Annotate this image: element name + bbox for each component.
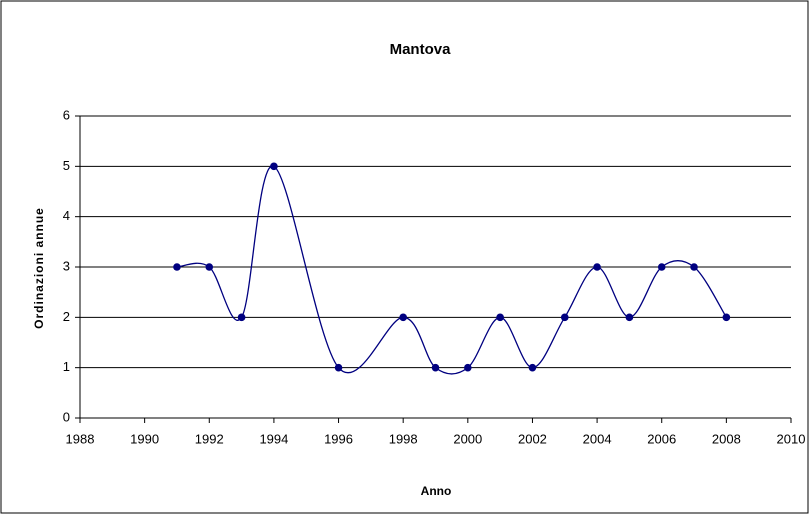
- y-axis-title: Ordinazioni annue: [32, 207, 46, 329]
- point: [722, 313, 731, 322]
- x-axis-title: Anno: [421, 484, 452, 498]
- x-tick-label: 2002: [518, 431, 547, 446]
- point: [270, 162, 278, 171]
- point: [560, 313, 569, 322]
- point: [205, 263, 214, 271]
- chart-title: Mantova: [390, 41, 452, 58]
- y-tick-label: 0: [63, 409, 70, 424]
- x-tick-label: 2008: [712, 431, 741, 446]
- point: [496, 313, 504, 322]
- point: [464, 363, 472, 372]
- point: [334, 363, 343, 372]
- point: [431, 363, 440, 372]
- point: [625, 313, 634, 322]
- point: [528, 363, 537, 372]
- y-tick-label: 1: [63, 359, 70, 374]
- x-tick-label: 1998: [389, 431, 418, 446]
- point: [399, 313, 407, 322]
- point: [593, 263, 601, 271]
- point: [690, 263, 698, 271]
- y-tick-label: 6: [63, 107, 70, 122]
- x-tick-label: 1996: [324, 431, 353, 446]
- x-tick-label: 1992: [195, 431, 224, 446]
- point: [657, 263, 666, 271]
- x-tick-label: 1994: [259, 431, 288, 446]
- y-tick-label: 5: [63, 158, 70, 173]
- x-tick-label: 1988: [66, 431, 95, 446]
- y-tick-label: 4: [63, 208, 70, 223]
- point: [237, 313, 246, 322]
- x-tick-label: 2006: [647, 431, 676, 446]
- x-tick-label: 2000: [453, 431, 482, 446]
- x-tick-label: 2004: [583, 431, 612, 446]
- y-tick-label: 2: [63, 309, 70, 324]
- y-tick-label: 3: [63, 258, 70, 273]
- x-tick-label: 1990: [130, 431, 159, 446]
- x-tick-label: 2010: [777, 431, 806, 446]
- point: [173, 263, 181, 271]
